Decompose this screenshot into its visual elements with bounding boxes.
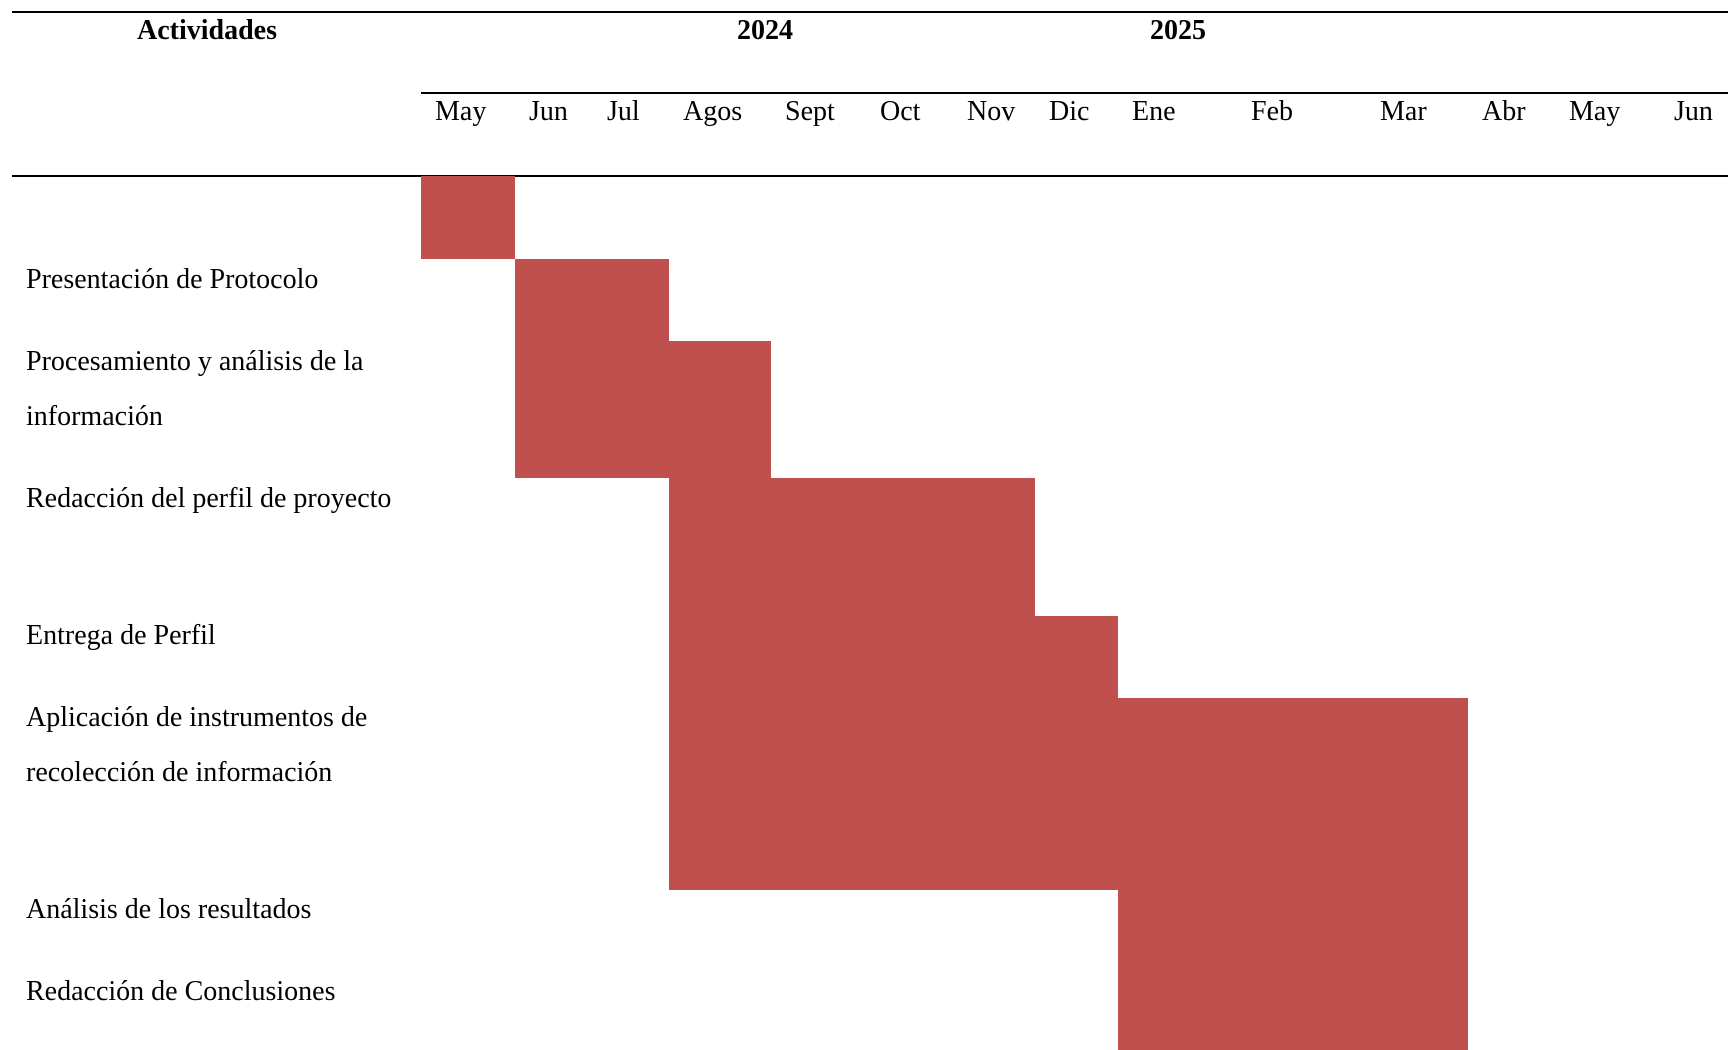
month-label-8: Ene (1132, 96, 1176, 127)
month-label-9: Feb (1251, 96, 1293, 127)
gantt-bar-6 (1118, 890, 1468, 972)
activity-analisis-resultados: Análisis de los resultados (26, 894, 312, 925)
month-label-7: Dic (1049, 96, 1090, 127)
activity-redaccion-perfil: Redacción del perfil de proyecto (26, 483, 392, 514)
activity-presentacion-protocolo: Presentación de Protocolo (26, 264, 319, 295)
gantt-bar-5 (669, 698, 1468, 890)
gantt-bar-4 (669, 616, 1118, 698)
month-label-11: Abr (1482, 96, 1526, 127)
gantt-bar-1 (515, 259, 669, 341)
month-label-4: Sept (785, 96, 835, 127)
year-2024-header: 2024 (737, 15, 793, 46)
month-label-3: Agos (683, 96, 743, 127)
activity-procesamiento-analisis: Procesamiento y análisis de la informaci… (26, 346, 364, 432)
gantt-bar-2 (515, 341, 771, 478)
month-label-5: Oct (880, 96, 921, 127)
year-2025-header: 2025 (1150, 15, 1206, 46)
gantt-bar-0 (421, 176, 515, 259)
activities-header: Actividades (137, 15, 277, 46)
month-label-10: Mar (1380, 96, 1427, 127)
header-bottom-rule (12, 175, 1728, 177)
month-label-6: Nov (967, 96, 1016, 127)
month-label-2: Jul (607, 96, 640, 127)
month-label-12: May (1569, 96, 1621, 127)
top-rule (12, 11, 1728, 13)
gantt-bar-7 (1118, 972, 1468, 1050)
activity-aplicacion-instrumentos: Aplicación de instrumentos de recolecció… (26, 702, 368, 788)
activity-redaccion-conclusiones: Redacción de Conclusiones (26, 976, 336, 1007)
month-header-rule (421, 92, 1728, 94)
month-label-0: May (435, 96, 487, 127)
month-label-13: Jun (1674, 96, 1713, 127)
month-label-1: Jun (529, 96, 568, 127)
activity-entrega-perfil: Entrega de Perfil (26, 620, 216, 651)
gantt-bar-3 (669, 478, 1035, 616)
